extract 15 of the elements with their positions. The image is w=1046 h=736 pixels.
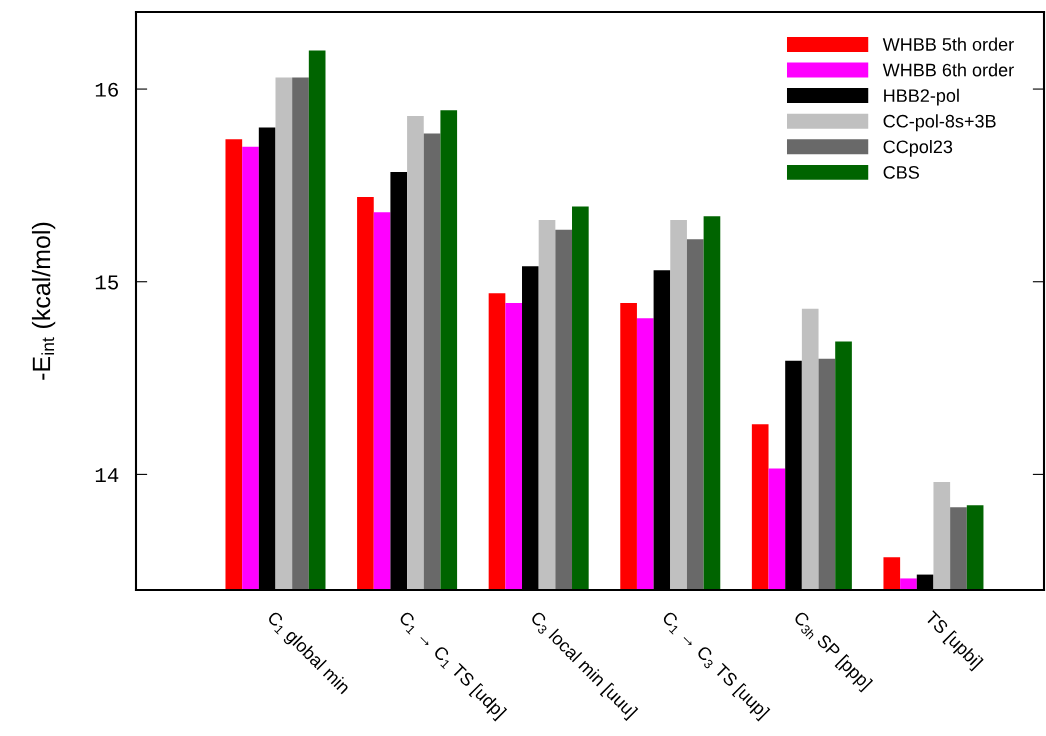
- legend-label: CC-pol-8s+3B: [883, 114, 996, 132]
- y-tick-label: 16: [95, 82, 118, 97]
- x-tick-label: C$_{1}$ → C$_{1}$ TS [udp]: [395, 610, 508, 722]
- legend-label: CCpol23: [883, 139, 953, 157]
- y-tick-label: 15: [95, 275, 119, 290]
- legend-label: HBB2-pol: [884, 88, 959, 106]
- y-axis-title: -E$_{int}$ (kcal/mol): [31, 222, 56, 380]
- y-tick-label: 14: [95, 468, 119, 482]
- x-tick-label: C$_{3h}$ SP [ppp]: [790, 610, 874, 693]
- x-tick-label: C$_{3}$ local min [uuu]: [527, 610, 639, 721]
- x-tick-label: C$_{1}$ → C$_{3}$ TS [uup]: [659, 610, 771, 722]
- legend-label: CBS: [883, 166, 919, 179]
- legend-label: WHBB 6th order: [882, 63, 1014, 77]
- x-tick-label: C$_{1}$ global min: [264, 610, 352, 697]
- legend-label: WHBB 5th order: [882, 37, 1014, 51]
